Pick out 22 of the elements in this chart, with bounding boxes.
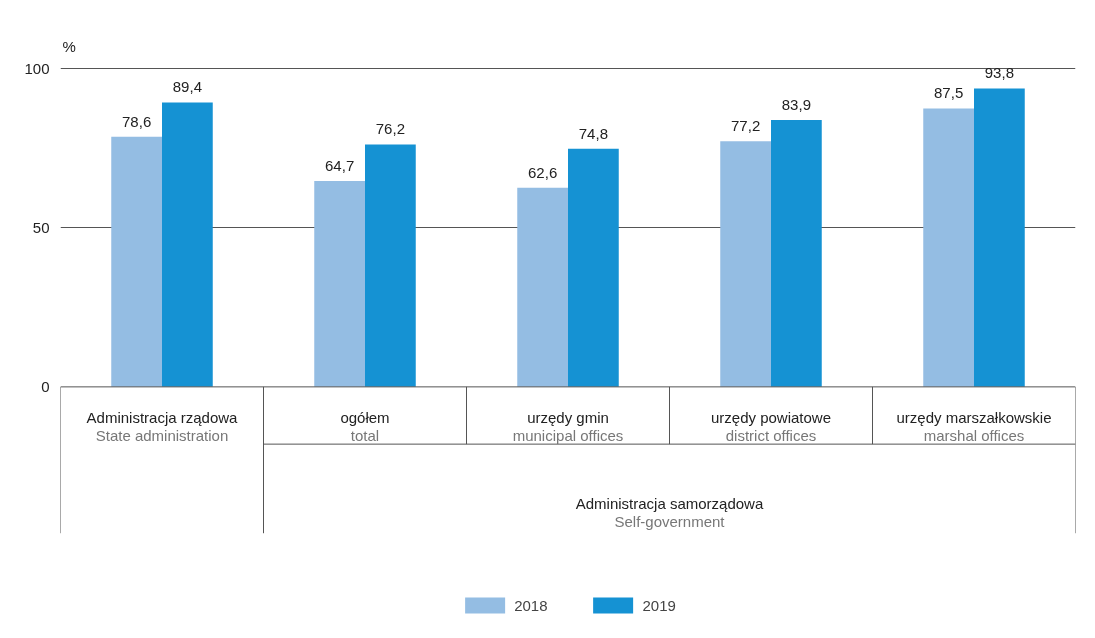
data-label: 87,5 bbox=[934, 84, 964, 102]
data-label: 93,8 bbox=[984, 64, 1014, 82]
data-label: 78,6 bbox=[122, 112, 152, 130]
x-tick-label: ogółem total bbox=[340, 409, 390, 445]
data-label: 89,4 bbox=[172, 78, 202, 96]
data-label: 74,8 bbox=[578, 124, 608, 142]
y-tick-label: 100 bbox=[24, 59, 50, 77]
y-tick-label: 0 bbox=[41, 377, 50, 395]
legend-label: 2019 bbox=[642, 596, 676, 614]
data-label: 83,9 bbox=[781, 95, 811, 113]
data-label: 77,2 bbox=[731, 117, 761, 135]
x-tick-label: urzędy gmin municipal offices bbox=[512, 409, 624, 445]
y-tick-label: 50 bbox=[32, 218, 50, 236]
y-axis-title: % bbox=[62, 37, 76, 55]
data-label: 64,7 bbox=[325, 157, 355, 174]
x-tick-label: urzędy powiatowe district offices bbox=[710, 409, 832, 445]
x-tick-label: urzędy marszałkowskie marshal offices bbox=[896, 409, 1052, 445]
x-tick-label: Administracja rządowa State administration bbox=[86, 409, 239, 445]
data-label: 76,2 bbox=[375, 120, 405, 138]
data-label: 62,6 bbox=[528, 163, 558, 181]
text: Administracja samorządowa Self-government bbox=[575, 495, 764, 531]
legend-label: 2018 bbox=[514, 596, 548, 614]
